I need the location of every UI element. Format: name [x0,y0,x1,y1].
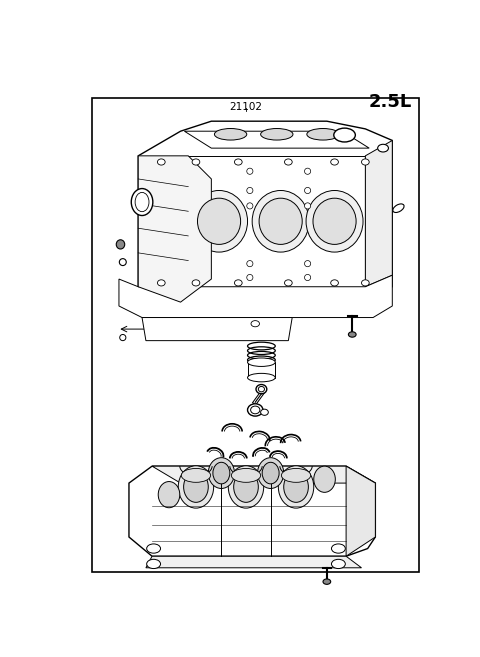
Ellipse shape [304,275,311,281]
Ellipse shape [116,240,125,249]
Ellipse shape [131,189,153,215]
Polygon shape [138,156,211,302]
Ellipse shape [234,159,242,165]
Ellipse shape [158,482,180,508]
Text: 2.5L: 2.5L [368,93,411,110]
Ellipse shape [191,191,248,252]
Ellipse shape [215,129,247,140]
Polygon shape [119,275,392,317]
Ellipse shape [304,203,311,209]
Ellipse shape [181,468,211,482]
Polygon shape [146,556,361,568]
Ellipse shape [228,466,264,508]
Ellipse shape [231,468,261,482]
Ellipse shape [393,204,404,212]
Ellipse shape [247,187,253,194]
Ellipse shape [313,198,356,244]
Ellipse shape [331,280,338,286]
Ellipse shape [135,193,149,212]
Ellipse shape [332,544,345,553]
Ellipse shape [258,458,284,489]
Ellipse shape [278,466,314,508]
Ellipse shape [348,332,356,337]
Ellipse shape [147,559,160,568]
Ellipse shape [192,280,200,286]
Ellipse shape [331,159,338,165]
Ellipse shape [120,259,126,265]
Polygon shape [142,317,292,340]
Ellipse shape [184,472,208,503]
Ellipse shape [247,203,253,209]
Polygon shape [248,362,275,378]
Polygon shape [129,466,375,556]
Ellipse shape [285,159,292,165]
Ellipse shape [251,321,260,327]
Ellipse shape [251,406,260,414]
Ellipse shape [259,198,302,244]
Ellipse shape [197,198,240,244]
Ellipse shape [284,472,308,503]
Ellipse shape [247,261,253,267]
Polygon shape [152,466,375,483]
Ellipse shape [247,168,253,174]
Ellipse shape [248,358,275,367]
Ellipse shape [192,159,200,165]
Ellipse shape [304,168,311,174]
Ellipse shape [157,280,165,286]
Ellipse shape [157,159,165,165]
Ellipse shape [304,261,311,267]
Text: 21102: 21102 [229,102,263,112]
Ellipse shape [323,579,331,584]
Ellipse shape [252,191,309,252]
Ellipse shape [261,409,268,415]
Ellipse shape [120,334,126,340]
Bar [92,98,420,572]
Ellipse shape [258,386,264,392]
Ellipse shape [361,159,369,165]
Ellipse shape [248,404,263,416]
Ellipse shape [304,187,311,194]
Ellipse shape [234,472,258,503]
Ellipse shape [314,466,336,492]
Polygon shape [184,131,369,148]
Ellipse shape [332,559,345,568]
Ellipse shape [208,458,234,489]
Ellipse shape [248,373,275,382]
Ellipse shape [147,544,160,553]
Ellipse shape [378,145,388,152]
Ellipse shape [334,128,355,142]
Polygon shape [138,121,392,302]
Ellipse shape [234,280,242,286]
Ellipse shape [261,129,293,140]
Ellipse shape [178,466,214,508]
Ellipse shape [213,463,230,484]
Ellipse shape [281,468,311,482]
Ellipse shape [285,280,292,286]
Ellipse shape [247,275,253,281]
Ellipse shape [306,191,363,252]
Ellipse shape [256,384,267,394]
Ellipse shape [361,280,369,286]
Polygon shape [138,156,365,286]
Ellipse shape [307,129,339,140]
Ellipse shape [262,463,279,484]
Polygon shape [346,466,375,556]
Polygon shape [365,141,392,286]
